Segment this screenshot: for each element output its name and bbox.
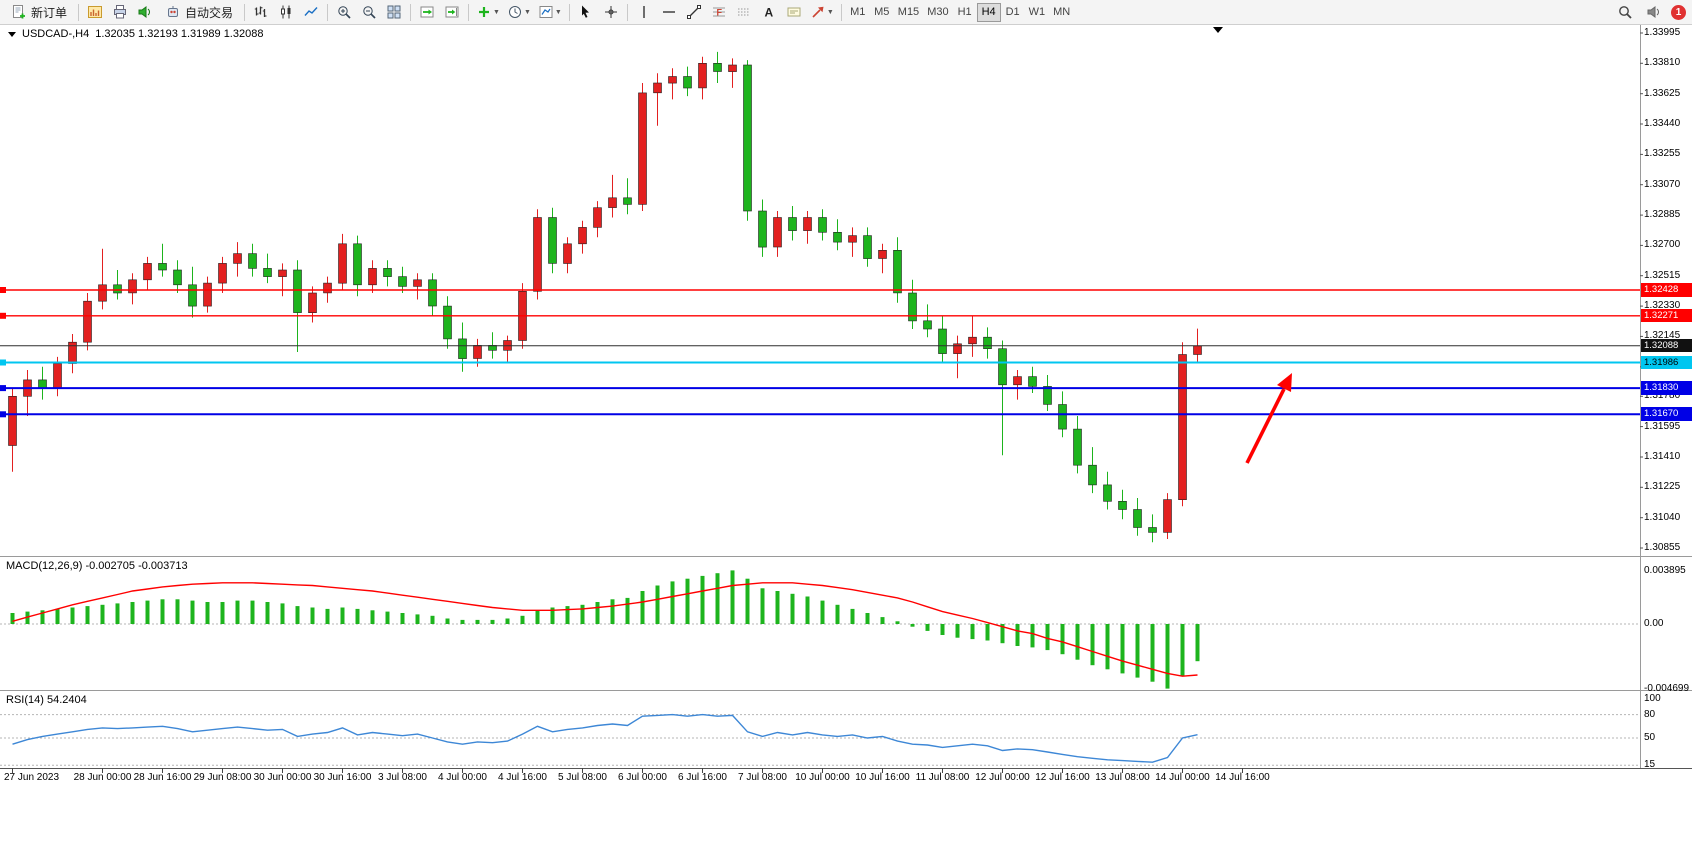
indicators-dropdown-caret-icon[interactable]: ▼: [493, 8, 500, 16]
toolbar-separator: [327, 3, 329, 21]
bar-chart-button[interactable]: [249, 2, 273, 23]
text-button[interactable]: A: [757, 2, 781, 23]
new-order-label: 新订单: [31, 5, 68, 20]
tile-windows-button[interactable]: [382, 2, 406, 23]
search-button[interactable]: [1613, 2, 1637, 23]
print-icon: [114, 5, 127, 19]
bar-chart-icon: [254, 6, 267, 17]
chart-symbol-label: USDCAD-,H4: [22, 28, 90, 40]
autotrade-icon: [168, 6, 179, 17]
zoom-out-button[interactable]: [357, 2, 381, 23]
timeframe-MN[interactable]: MN: [1049, 3, 1074, 22]
fibonacci-icon: F: [712, 7, 725, 18]
horizontal-line-button[interactable]: [657, 2, 681, 23]
text-label-icon: [787, 7, 801, 17]
candlestick-chart-icon: [281, 5, 291, 19]
timeframe-group: M1 M5 M15 M30 H1 H4 D1 W1 MN: [846, 2, 1074, 22]
horizontal-line-icon: [662, 11, 675, 13]
trendline-button[interactable]: [682, 2, 706, 23]
templates-icon: [539, 6, 553, 18]
indicators-button[interactable]: ▼: [473, 2, 503, 23]
indicators-icon: [479, 7, 490, 17]
trendline-icon: [686, 5, 701, 19]
alerts-button[interactable]: [1642, 2, 1666, 23]
auto-scroll-button[interactable]: [415, 2, 439, 23]
zoom-in-button[interactable]: [332, 2, 356, 23]
grid-button[interactable]: [732, 2, 756, 23]
periods-clock-icon: [508, 6, 521, 18]
print-button[interactable]: [108, 2, 132, 23]
sound-icon: [138, 6, 151, 18]
grid-icon: [737, 8, 750, 16]
auto-scroll-icon: [420, 6, 434, 18]
chart-ohlc-header: USDCAD-,H4 1.32035 1.32193 1.31989 1.320…: [8, 28, 263, 40]
new-order-icon: [13, 5, 25, 19]
macd-label: MACD(12,26,9) -0.002705 -0.003713: [6, 560, 188, 572]
toolbar-separator: [78, 3, 80, 21]
market-watch-icon: [88, 6, 103, 18]
timeframe-M1[interactable]: M1: [846, 3, 870, 22]
price-chart-panel[interactable]: [0, 25, 1640, 556]
line-chart-button[interactable]: [299, 2, 323, 23]
rsi-label: RSI(14) 54.2404: [6, 694, 87, 706]
timeframe-H4[interactable]: H4: [976, 2, 1001, 22]
arrow-shapes-icon: [812, 6, 824, 18]
vertical-line-button[interactable]: [632, 2, 656, 23]
toolbar-separator: [410, 3, 412, 21]
alerts-speaker-icon: [1647, 6, 1659, 18]
price-axis[interactable]: [1640, 25, 1692, 768]
periods-dropdown-caret-icon[interactable]: ▼: [523, 8, 531, 16]
toolbar-right-group: 1: [1613, 2, 1688, 23]
chart-shift-icon: [445, 6, 459, 18]
svg-text:A: A: [764, 6, 773, 20]
chart-shift-button[interactable]: [440, 2, 464, 23]
arrow-shapes-button[interactable]: ▼: [807, 2, 837, 23]
one-click-trading-icon[interactable]: [8, 31, 16, 37]
autotrade-label: 自动交易: [185, 5, 234, 20]
main-toolbar: 新订单 自动交易: [0, 0, 1692, 25]
zoom-in-icon: [338, 6, 351, 19]
templates-dropdown-caret-icon[interactable]: ▼: [554, 8, 562, 16]
new-order-button[interactable]: 新订单: [4, 2, 74, 23]
toolbar-separator: [468, 3, 470, 21]
macd-panel[interactable]: [0, 557, 1640, 690]
chart-ohlc-values: 1.32035 1.32193 1.31989 1.32088: [95, 28, 264, 40]
timeframe-W1[interactable]: W1: [1025, 3, 1050, 22]
periods-button[interactable]: ▼: [504, 2, 534, 23]
cursor-icon: [581, 5, 589, 18]
search-icon: [1619, 6, 1632, 19]
rsi-panel[interactable]: [0, 691, 1640, 768]
timeframe-M15[interactable]: M15: [894, 3, 923, 22]
cursor-button[interactable]: [574, 2, 598, 23]
toolbar-separator: [568, 3, 570, 21]
fibonacci-button[interactable]: F: [707, 2, 731, 23]
vertical-line-icon: [643, 6, 645, 18]
notification-count-badge[interactable]: 1: [1671, 4, 1686, 20]
toolbar-separator: [626, 3, 628, 21]
candlestick-chart-button[interactable]: [274, 2, 298, 23]
timeframe-M30[interactable]: M30: [923, 3, 952, 22]
timeframe-H1[interactable]: H1: [953, 3, 977, 22]
crosshair-button[interactable]: [599, 2, 623, 23]
templates-button[interactable]: ▼: [535, 2, 565, 23]
text-icon: A: [764, 6, 773, 20]
timeframe-D1[interactable]: D1: [1001, 3, 1025, 22]
sound-button[interactable]: [133, 2, 157, 23]
toolbar-separator: [244, 3, 246, 21]
market-watch-button[interactable]: [83, 2, 107, 23]
time-axis[interactable]: [0, 769, 1692, 789]
timeframe-M5[interactable]: M5: [870, 3, 894, 22]
toolbar-separator: [840, 3, 842, 21]
zoom-out-icon: [363, 6, 376, 19]
autotrade-button[interactable]: 自动交易: [158, 2, 240, 23]
crosshair-icon: [604, 6, 617, 18]
line-chart-icon: [304, 7, 318, 16]
svg-text:F: F: [716, 8, 722, 18]
shapes-dropdown-caret-icon[interactable]: ▼: [826, 8, 834, 16]
tile-windows-icon: [387, 5, 401, 19]
text-label-button[interactable]: [782, 2, 806, 23]
